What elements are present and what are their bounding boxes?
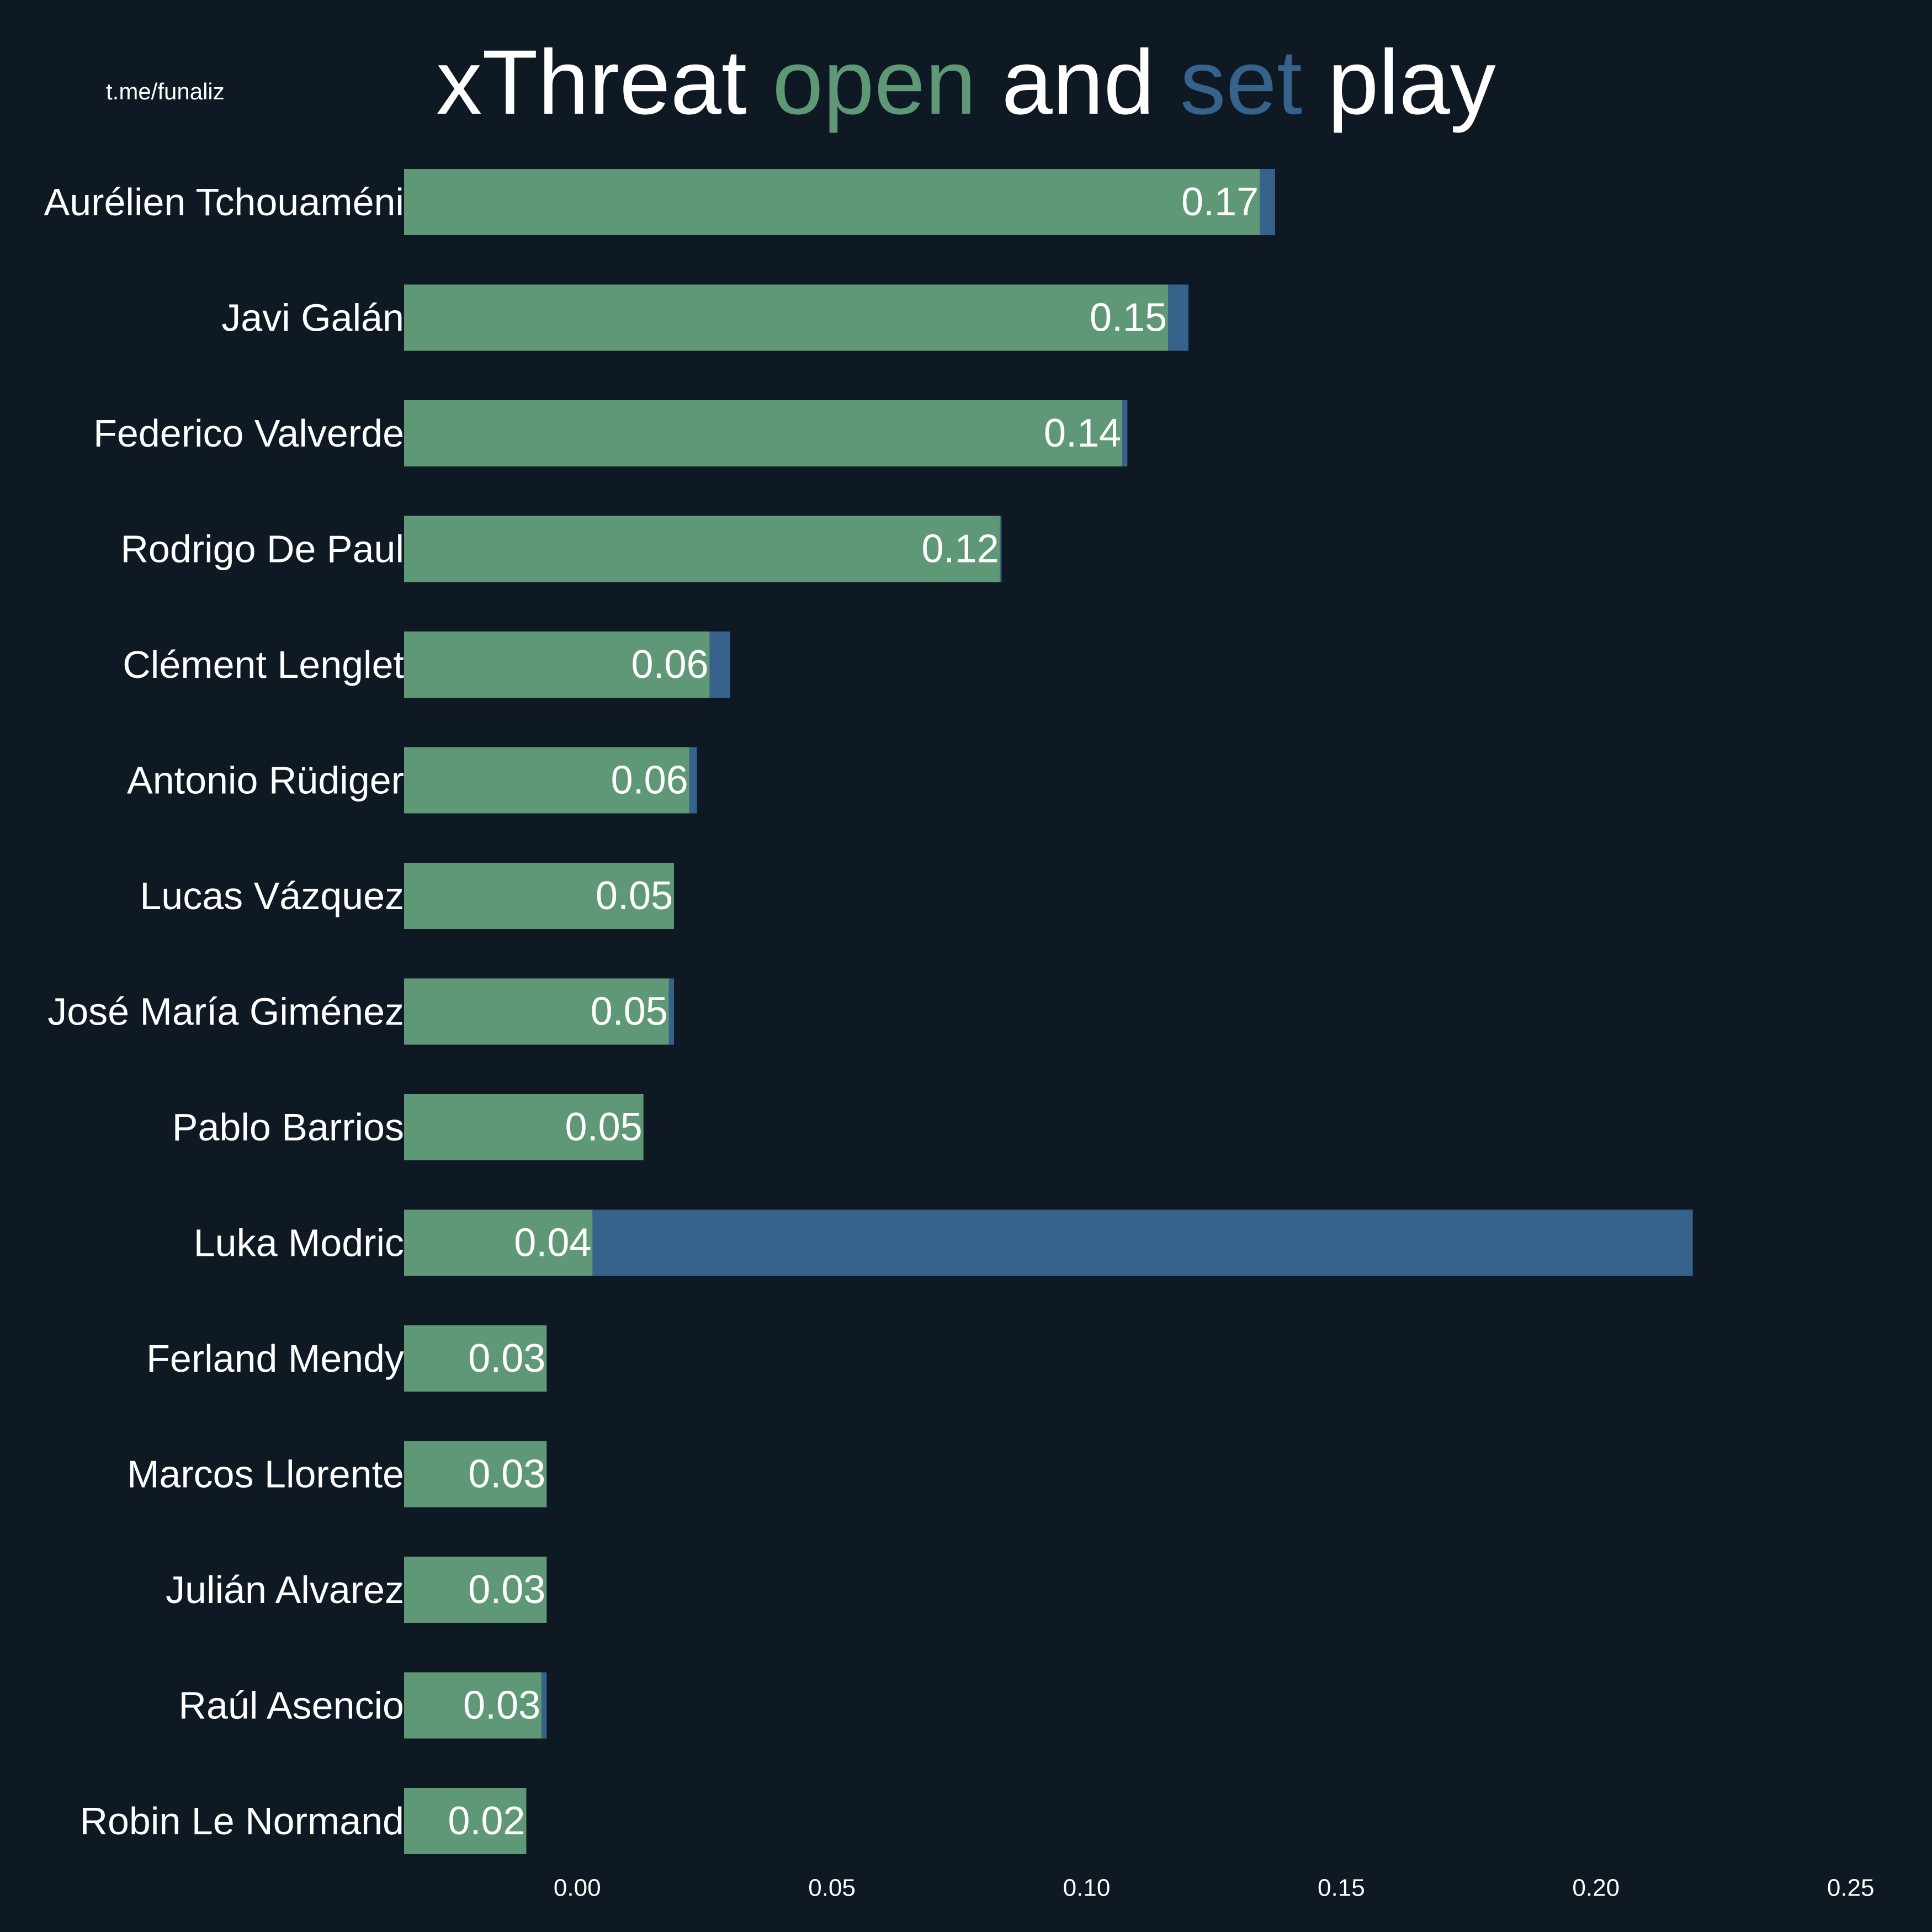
data-label: 0.04 [514,1221,591,1265]
watermark: t.me/funaliz [106,78,225,104]
bar-set [592,1209,1693,1276]
category-label: Luka Modric [194,1222,404,1265]
title-part-play: play [1302,31,1496,134]
x-tick-label: 0.20 [1572,1875,1620,1902]
category-label: Javi Galán [221,296,404,339]
bar-set [668,978,675,1045]
bar-open [404,516,1000,582]
bar-open [404,400,1123,466]
bar-set [1000,516,1002,582]
category-label: Federico Valverde [93,412,404,455]
category-label: Clément Lenglet [123,643,404,686]
category-label: Lucas Vázquez [140,874,404,917]
data-label: 0.15 [1090,296,1167,340]
data-label: 0.03 [468,1336,545,1381]
bar-set [1122,400,1128,466]
data-label: 0.14 [1044,411,1121,455]
bar-set [542,1672,547,1739]
data-label: 0.17 [1181,180,1259,224]
data-label: 0.05 [591,990,668,1034]
bar-set [1260,169,1275,235]
bar-open [404,1672,542,1739]
category-label: Pablo Barrios [172,1106,404,1149]
data-label: 0.12 [921,527,999,571]
title-open-word: open [772,31,976,134]
bar-open [404,1209,593,1276]
bar-open [404,1557,547,1623]
bar-open [404,631,710,698]
bar-open [404,169,1260,235]
bar-open [404,1325,547,1392]
title-set-word: set [1180,31,1303,134]
bar-set [689,747,697,814]
x-tick-label: 0.25 [1827,1875,1875,1902]
data-label: 0.05 [596,874,673,918]
bar-open [404,747,689,814]
category-label: Robin Le Normand [79,1800,404,1843]
bar-open [404,1441,547,1508]
chart-title: xThreat open and set play [0,22,1932,144]
category-label: Julián Alvarez [166,1568,404,1611]
bar-open [404,1094,644,1160]
bar-set [1168,284,1189,351]
category-label: Antonio Rüdiger [127,759,404,802]
x-tick-label: 0.05 [808,1875,856,1902]
data-label: 0.06 [611,758,688,803]
data-label: 0.06 [631,643,709,687]
category-label: Ferland Mendy [146,1337,404,1380]
category-label: Raúl Asencio [178,1684,404,1727]
bar-open [404,1788,527,1854]
data-label: 0.03 [468,1568,545,1612]
data-label: 0.02 [448,1799,525,1843]
data-label: 0.05 [565,1105,643,1149]
x-tick-label: 0.10 [1063,1875,1111,1902]
title-part-and: and [976,31,1180,134]
data-label: 0.03 [463,1684,540,1728]
data-label: 0.03 [468,1452,545,1496]
category-label: Rodrigo De Paul [120,528,404,571]
category-label: Aurélien Tchouaméni [44,181,404,224]
x-tick-label: 0.15 [1318,1875,1365,1902]
category-label: Marcos Llorente [127,1453,404,1496]
bar-open [404,284,1169,351]
bar-open [404,978,669,1045]
category-label: José María Giménez [47,990,404,1033]
bar-set [709,631,730,698]
bar-open [404,863,675,929]
x-tick-label: 0.00 [554,1875,601,1902]
title-part-xthreat: xThreat [436,31,773,134]
